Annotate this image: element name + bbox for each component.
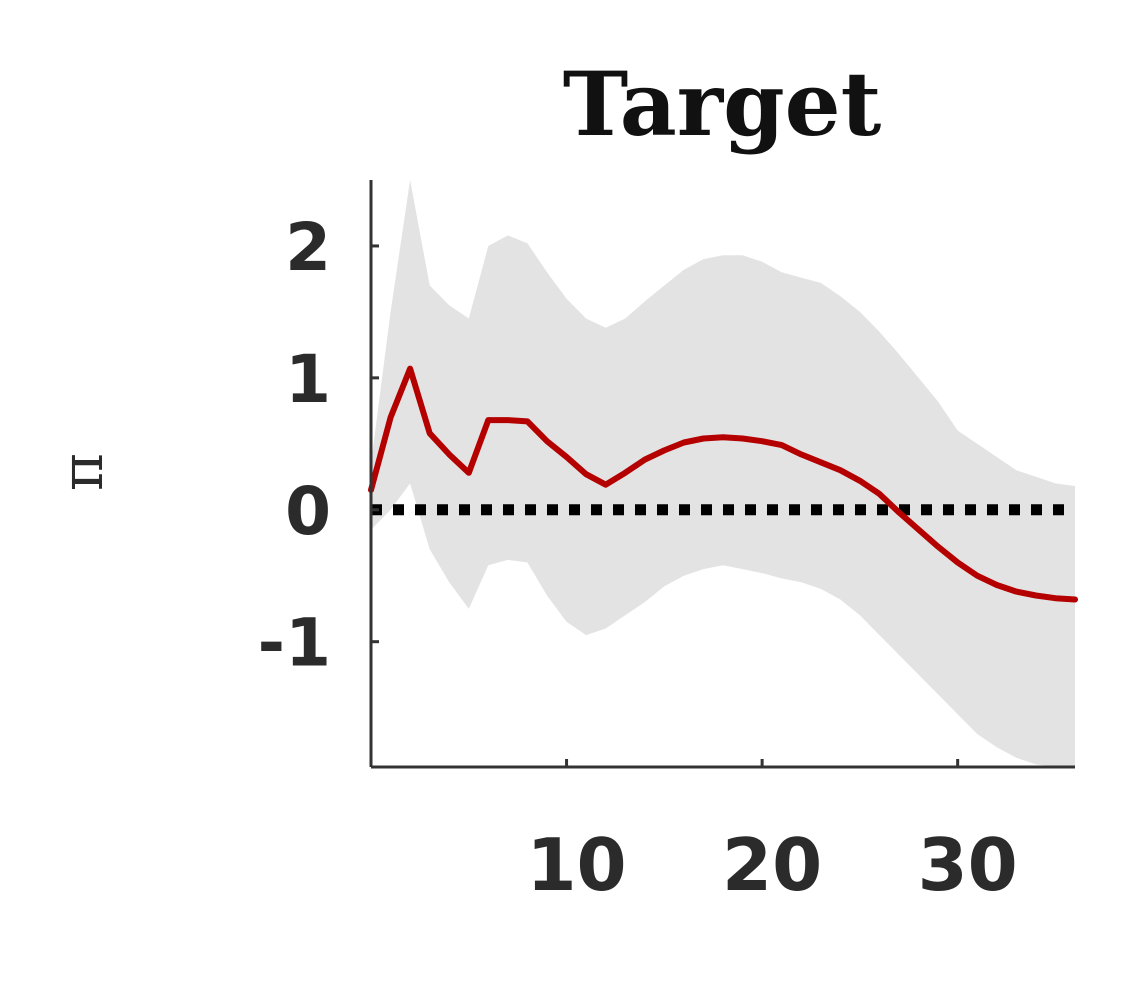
plot-area: -1 0 1 2 10 20 30 <box>258 180 1078 907</box>
y-tick-label: -1 <box>258 605 331 682</box>
x-tick-label: 30 <box>918 823 1018 907</box>
chart-title: Target <box>563 52 882 156</box>
y-tick-label: 0 <box>285 473 331 550</box>
y-axis-label: π <box>48 453 116 491</box>
x-tick-label: 20 <box>722 823 822 907</box>
y-tick-label: 1 <box>285 341 331 418</box>
y-tick-label: 2 <box>285 209 331 286</box>
series-line <box>368 365 1078 603</box>
confidence-band <box>371 180 1075 767</box>
x-tick-label: 10 <box>526 823 626 907</box>
